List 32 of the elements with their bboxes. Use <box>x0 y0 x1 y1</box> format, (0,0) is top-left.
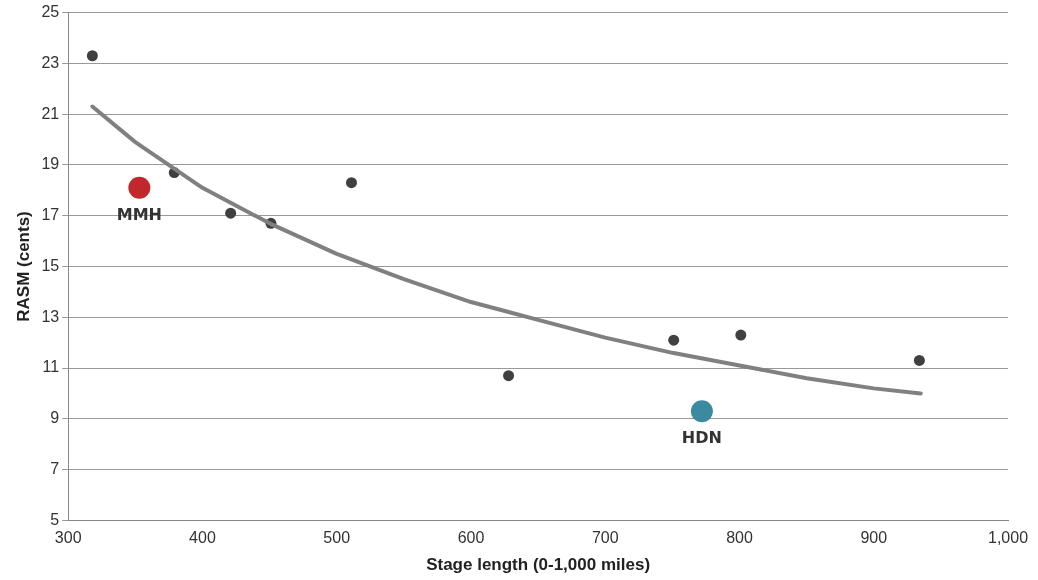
x-axis-title: Stage length (0-1,000 miles) <box>426 555 651 575</box>
point <box>86 50 98 62</box>
point <box>225 207 237 219</box>
y-axis-title: RASM (cents) <box>13 211 33 322</box>
y-tick-label: 23 <box>41 53 60 71</box>
y-tick-label: 5 <box>50 510 60 528</box>
point <box>668 334 680 346</box>
x-tick-label: 500 <box>323 529 351 547</box>
x-tick-label: 300 <box>54 529 82 547</box>
x-tick-label: 400 <box>189 529 216 547</box>
y-tick-label: 19 <box>41 155 60 173</box>
y-tick-label: 21 <box>41 104 60 122</box>
x-tick-label: 700 <box>591 529 619 547</box>
point <box>913 354 925 366</box>
y-tick-label: 25 <box>41 3 60 21</box>
x-tick-label: 600 <box>457 529 485 547</box>
point <box>735 329 747 341</box>
y-tick-label: 13 <box>41 307 60 325</box>
x-tick-label: 1,000 <box>987 529 1029 547</box>
x-tick-label: 800 <box>726 529 753 547</box>
y-tick-label: 17 <box>41 206 60 224</box>
y-tick-label: 11 <box>42 358 60 376</box>
point <box>503 370 515 382</box>
y-tick-label: 15 <box>41 256 60 274</box>
point <box>690 400 713 423</box>
y-tick-label: 7 <box>50 460 60 478</box>
series-label: HDN <box>681 428 722 448</box>
y-tick-label: 9 <box>50 409 60 427</box>
series-label: MMH <box>116 204 162 224</box>
point <box>128 176 151 199</box>
x-tick-label: 900 <box>860 529 888 547</box>
point <box>345 177 357 189</box>
